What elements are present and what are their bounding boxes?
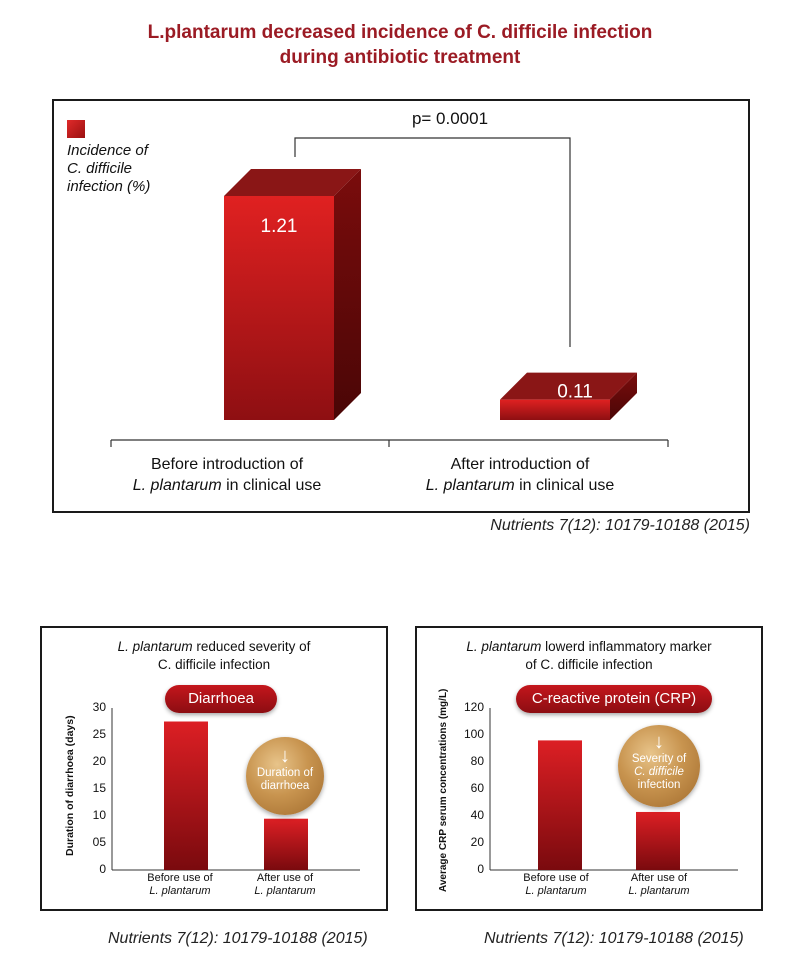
right-cat-before-line-1: Before use of [523,872,589,884]
left-bar-before [164,721,208,870]
right-title-line-2: of C. difficile infection [525,657,653,672]
category-after-suffix: in clinical use [514,477,615,494]
left-badge-line-2: diarrhoea [260,780,310,792]
left-category-after: After use of L. plantarum [245,872,325,898]
left-chart-frame [40,626,388,911]
y-tick-label: 0 [477,862,484,876]
bar-after-front [500,399,610,420]
y-tick-label: 100 [463,727,484,741]
right-chart-frame [415,626,763,911]
left-bar-after [264,818,308,870]
left-badge: ↓ Duration of diarrhoea [246,737,324,815]
bar-before-side [334,169,361,420]
right-bar-after [636,811,680,870]
bar-before-value: 1.21 [261,216,298,237]
left-title-species: L. plantarum [117,639,193,654]
left-cat-before-line-1: Before use of [147,872,213,884]
left-category-before: Before use of L. plantarum [140,872,220,898]
bar-after-value: 0.11 [557,382,593,403]
left-title-line-2: C. difficile infection [157,657,271,672]
citation-right: Nutrients 7(12): 10179-10188 (2015) [484,930,744,947]
category-before-species: L. plantarum [132,477,222,494]
right-badge-line-3: infection [637,779,681,791]
y-tick-label: 15 [92,781,106,795]
y-tick-label: 25 [92,727,106,741]
left-chart-title: L. plantarum reduced severity of C. diff… [40,638,388,674]
right-bar-before [538,740,582,870]
right-chart-title: L. plantarum lowerd inflammatory marker … [415,638,763,674]
right-chart-pill: C-reactive protein (CRP) [516,685,712,713]
right-category-after: After use of L. plantarum [615,872,703,898]
category-label-after: After introduction of L. plantarum in cl… [405,454,635,496]
left-chart-pill: Diarrhoea [165,685,277,713]
right-cat-before-line-2: L. plantarum [525,885,587,897]
left-cat-after-line-1: After use of [256,872,314,884]
y-tick-label: 05 [92,835,106,849]
p-value-annotation: p= 0.0001 [412,109,488,128]
right-badge-line-2: C. difficile [634,766,684,778]
category-after-line-1: After introduction of [450,456,590,473]
right-cat-after-line-1: After use of [630,872,688,884]
citation-main: Nutrients 7(12): 10179-10188 (2015) [490,517,750,534]
y-tick-label: 80 [470,754,484,768]
left-cat-before-line-2: L. plantarum [149,885,211,897]
bar-after-top [500,372,637,400]
bar-after-side [610,372,637,420]
legend-line-3: infection (%) [67,178,151,195]
left-badge-line-1: Duration of [256,767,314,779]
right-title-rest: lowerd inflammatory marker [541,639,712,654]
y-tick-label: 30 [92,700,106,714]
left-title-rest: reduced severity of [192,639,311,654]
page-title-line-1: L.plantarum decreased incidence of C. di… [147,22,653,43]
category-after-species: L. plantarum [425,477,515,494]
category-after-line-2: L. plantarum in clinical use [405,475,635,496]
y-tick-label: 20 [92,754,106,768]
page-title: L.plantarum decreased incidence of C. di… [0,20,800,70]
left-title-line-1: L. plantarum reduced severity of [40,638,388,656]
legend-swatch [67,120,85,138]
category-before-suffix: in clinical use [221,477,322,494]
y-tick-label: 60 [470,781,484,795]
right-title-line-1: L. plantarum lowerd inflammatory marker [415,638,763,656]
citation-left: Nutrients 7(12): 10179-10188 (2015) [108,930,368,947]
significance-bracket [294,137,571,347]
y-tick-label: 10 [92,808,106,822]
y-tick-label: 20 [470,835,484,849]
bar-before-top [224,169,361,196]
right-badge-line-1: Severity of [631,753,687,765]
category-label-before: Before introduction of L. plantarum in c… [112,454,342,496]
category-before-line-2: L. plantarum in clinical use [112,475,342,496]
right-title-species: L. plantarum [466,639,542,654]
legend-line-1: Incidence of [67,142,148,159]
page-title-line-2: during antibiotic treatment [279,47,521,68]
y-tick-label: 120 [463,700,484,714]
down-arrow-icon: ↓ [280,745,290,767]
category-before-line-1: Before introduction of [150,456,304,473]
main-chart-frame [52,99,750,513]
y-tick-label: 40 [470,808,484,822]
legend-label: Incidence of C. difficile infection (%) [67,142,150,196]
right-badge: ↓ Severity of C. difficile infection [618,725,700,807]
right-category-before: Before use of L. plantarum [512,872,600,898]
left-cat-after-line-2: L. plantarum [254,885,316,897]
bar-before-front [224,196,334,420]
y-tick-label: 0 [99,862,106,876]
legend-line-2: C. difficile [67,160,133,177]
right-cat-after-line-2: L. plantarum [628,885,690,897]
down-arrow-icon: ↓ [654,731,664,753]
